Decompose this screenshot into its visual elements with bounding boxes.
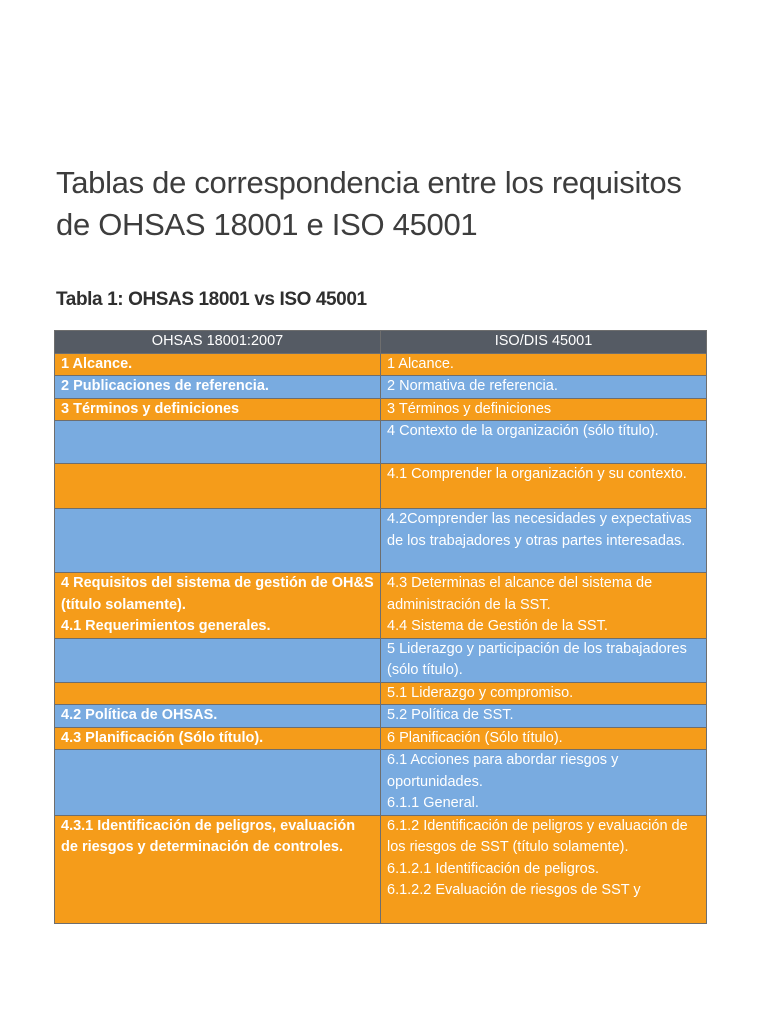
table-row: 1 Alcance. 1 Alcance. [54,352,707,376]
cell-text: 4 Requisitos del sistema de gestión de O… [61,575,374,613]
cell-text: 3 Términos y definiciones [387,400,552,417]
cell-text: 2 Normativa de referencia. [387,378,558,394]
cell-text: 4.1 Requerimientos generales. [61,618,271,634]
cell-text: 6.1 Acciones para abordar riesgos y opor… [387,752,619,790]
cell-ohsas: 4 Requisitos del sistema de gestión de O… [54,572,381,639]
cell-iso: 6.1.2 Identificación de peligros y evalu… [380,814,707,924]
cell-ohsas [54,463,381,509]
table-body: 1 Alcance. 1 Alcance. 2 Publicaciones de r… [54,352,707,924]
cell-text: 1 Alcance. [61,355,133,372]
cell-iso: 4.2Comprender las necesidades y expectat… [380,508,707,573]
cell-text: 5.1 Liderazgo y compromiso. [387,684,574,701]
cell-ohsas [54,681,381,705]
table-row: 3 Términos y definiciones 3 Términos y de… [54,397,707,421]
table-row: 4 Requisitos del sistema de gestión de O… [54,572,707,639]
cell-ohsas: 4.3.1 Identificación de peligros, evalua… [54,814,381,924]
cell-iso: 6 Planificación (Sólo título). [380,726,707,750]
table-row: 6.1 Acciones para abordar riesgos y opor… [54,749,707,816]
cell-text: 4.2 Política de OHSAS. [61,707,218,723]
table-row: 4 Contexto de la organización (sólo títu… [54,420,707,464]
cell-iso: 5.1 Liderazgo y compromiso. [380,681,707,705]
table-row: 4.2 Política de OHSAS. 5.2 Política de SS… [54,704,707,728]
cell-iso: 1 Alcance. [380,352,707,376]
table-caption: Tabla 1: OHSAS 18001 vs ISO 45001 [56,289,367,310]
cell-iso: 4.3 Determinas el alcance del sistema de… [380,572,707,639]
cell-text: 4.3 Determinas el alcance del sistema de… [387,575,653,613]
cell-iso: 5 Liderazgo y participación de los traba… [380,637,707,683]
correspondence-table: OHSAS 18001:2007 ISO/DIS 45001 1 Alcance… [54,330,707,924]
cell-iso: 4 Contexto de la organización (sólo títu… [380,420,707,464]
page-title: Tablas de correspondencia entre los requ… [56,165,682,242]
cell-ohsas [54,749,381,816]
table-row: 5 Liderazgo y participación de los traba… [54,637,707,683]
cell-text: 6.1.2.2 Evaluación de riesgos de SST y [387,882,641,898]
table-row: 4.3.1 Identificación de peligros, evalua… [54,814,707,924]
table-header-row: OHSAS 18001:2007 ISO/DIS 45001 [54,330,707,354]
table-row: 4.2Comprender las necesidades y expectat… [54,508,707,573]
cell-iso: 6.1 Acciones para abordar riesgos y opor… [380,749,707,816]
cell-text: 4.1 Comprender la organización y su cont… [387,466,687,482]
cell-iso: 2 Normativa de referencia. [380,375,707,399]
cell-text: 6.1.2.1 Identificación de peligros. [387,860,599,877]
cell-text: 4.2Comprender las necesidades y expectat… [387,511,692,549]
cell-ohsas [54,508,381,573]
table-row: 4.3 Planificación (Sólo título). 6 Planif… [54,726,707,750]
cell-text: 3 Términos y definiciones [61,400,240,417]
cell-text: 1 Alcance. [387,355,454,372]
column-header-ohsas: OHSAS 18001:2007 [54,330,381,354]
column-header-iso: ISO/DIS 45001 [380,330,707,354]
table-row: 2 Publicaciones de referencia. 2 Normativ… [54,375,707,399]
cell-text: 4.3.1 Identificación de peligros, evalua… [61,817,356,856]
cell-ohsas [54,637,381,683]
cell-text: 4.3 Planificación (Sólo título). [61,729,264,746]
cell-iso: 4.1 Comprender la organización y su cont… [380,463,707,509]
cell-text: 6.1.1 General. [387,795,479,811]
cell-ohsas: 1 Alcance. [54,352,381,376]
cell-text: 4 Contexto de la organización (sólo títu… [387,423,659,439]
cell-text: 4.4 Sistema de Gestión de la SST. [387,618,608,634]
table-row: 4.1 Comprender la organización y su cont… [54,463,707,509]
cell-ohsas: 4.2 Política de OHSAS. [54,704,381,728]
table-row: 5.1 Liderazgo y compromiso. [54,681,707,705]
cell-iso: 5.2 Política de SST. [380,704,707,728]
cell-text: 6.1.2 Identificación de peligros y evalu… [387,817,688,856]
cell-iso: 3 Términos y definiciones [380,397,707,421]
cell-text: 5.2 Política de SST. [387,707,514,723]
cell-text: 5 Liderazgo y participación de los traba… [387,640,687,679]
cell-ohsas: 3 Términos y definiciones [54,397,381,421]
cell-ohsas [54,420,381,464]
cell-text: 2 Publicaciones de referencia. [61,378,269,394]
cell-text: 6 Planificación (Sólo título). [387,729,563,746]
cell-ohsas: 4.3 Planificación (Sólo título). [54,726,381,750]
cell-ohsas: 2 Publicaciones de referencia. [54,375,381,399]
